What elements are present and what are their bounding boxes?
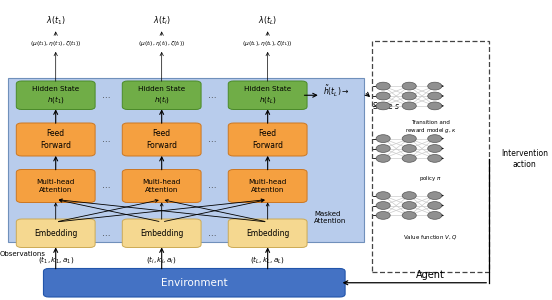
Text: $(\mu(t_i),\eta(t_i),\zeta(t_i))$: $(\mu(t_i),\eta(t_i),\zeta(t_i))$ xyxy=(138,39,185,48)
Text: $(t_L, k_L, a_L)$: $(t_L, k_L, a_L)$ xyxy=(250,254,285,265)
Circle shape xyxy=(376,212,390,219)
Circle shape xyxy=(402,212,416,219)
FancyBboxPatch shape xyxy=(44,268,345,297)
Circle shape xyxy=(428,154,442,162)
FancyBboxPatch shape xyxy=(229,81,307,110)
Text: Hidden State
$h(t_L)$: Hidden State $h(t_L)$ xyxy=(244,85,291,105)
Circle shape xyxy=(376,102,390,110)
Circle shape xyxy=(428,202,442,209)
Text: $\lambda(t_1)$: $\lambda(t_1)$ xyxy=(46,15,66,27)
Text: Feed
Forward: Feed Forward xyxy=(252,129,283,150)
Circle shape xyxy=(428,145,442,152)
Circle shape xyxy=(402,145,416,152)
Text: $\tilde{h}(t_L) \rightarrow$: $\tilde{h}(t_L) \rightarrow$ xyxy=(323,84,349,99)
Circle shape xyxy=(402,135,416,142)
Text: ...: ... xyxy=(208,229,217,238)
Text: ...: ... xyxy=(102,229,111,238)
Circle shape xyxy=(376,202,390,209)
Text: Embedding: Embedding xyxy=(140,229,183,238)
Circle shape xyxy=(376,145,390,152)
Text: ...: ... xyxy=(208,182,217,190)
Text: policy $\pi$: policy $\pi$ xyxy=(419,174,442,183)
Circle shape xyxy=(376,135,390,142)
Text: Multi-head
Attention: Multi-head Attention xyxy=(142,179,181,193)
FancyBboxPatch shape xyxy=(229,169,307,202)
FancyBboxPatch shape xyxy=(17,123,95,156)
Text: Environment: Environment xyxy=(161,278,227,288)
Circle shape xyxy=(428,212,442,219)
Circle shape xyxy=(428,192,442,200)
Circle shape xyxy=(428,82,442,90)
Circle shape xyxy=(402,102,416,110)
Text: Transition and
reward model $g, \kappa$: Transition and reward model $g, \kappa$ xyxy=(405,120,456,135)
Text: $(\mu(t_1),\eta(t_1),\zeta(t_1))$: $(\mu(t_1),\eta(t_1),\zeta(t_1))$ xyxy=(30,39,82,48)
FancyBboxPatch shape xyxy=(123,123,201,156)
Text: $(t_i, k_i, a_i)$: $(t_i, k_i, a_i)$ xyxy=(146,254,177,265)
Circle shape xyxy=(428,92,442,100)
Text: Multi-head
Attention: Multi-head Attention xyxy=(248,179,287,193)
FancyBboxPatch shape xyxy=(123,81,201,110)
Text: Feed
Forward: Feed Forward xyxy=(146,129,177,150)
Text: Embedding: Embedding xyxy=(34,229,77,238)
Text: Intervention
action: Intervention action xyxy=(501,149,548,169)
Text: Masked
Attention: Masked Attention xyxy=(314,211,347,224)
Circle shape xyxy=(376,92,390,100)
Circle shape xyxy=(376,154,390,162)
Text: Agent: Agent xyxy=(416,270,445,280)
Text: ...: ... xyxy=(102,135,111,144)
Circle shape xyxy=(402,192,416,200)
Circle shape xyxy=(376,82,390,90)
Text: State $s$: State $s$ xyxy=(372,100,401,111)
Text: Value function $V, Q$: Value function $V, Q$ xyxy=(404,233,458,241)
Text: Observations: Observations xyxy=(0,250,46,256)
Text: Feed
Forward: Feed Forward xyxy=(40,129,71,150)
Text: Multi-head
Attention: Multi-head Attention xyxy=(36,179,75,193)
Circle shape xyxy=(428,102,442,110)
FancyBboxPatch shape xyxy=(17,169,95,202)
FancyBboxPatch shape xyxy=(8,78,364,242)
FancyBboxPatch shape xyxy=(123,219,201,248)
Circle shape xyxy=(402,82,416,90)
Text: ...: ... xyxy=(208,91,217,100)
Circle shape xyxy=(402,154,416,162)
Text: ...: ... xyxy=(102,91,111,100)
Text: ...: ... xyxy=(102,182,111,190)
FancyBboxPatch shape xyxy=(229,219,307,248)
Circle shape xyxy=(428,135,442,142)
FancyBboxPatch shape xyxy=(17,219,95,248)
Circle shape xyxy=(402,202,416,209)
FancyBboxPatch shape xyxy=(229,123,307,156)
FancyBboxPatch shape xyxy=(17,81,95,110)
Text: Embedding: Embedding xyxy=(246,229,289,238)
FancyBboxPatch shape xyxy=(123,169,201,202)
Text: $(t_1, k_1, a_1)$: $(t_1, k_1, a_1)$ xyxy=(38,254,74,265)
Text: ...: ... xyxy=(208,135,217,144)
Text: $(\mu(t_L),\eta(t_L),\zeta(t_L))$: $(\mu(t_L),\eta(t_L),\zeta(t_L))$ xyxy=(242,39,293,48)
Text: $\lambda(t_L)$: $\lambda(t_L)$ xyxy=(258,15,277,27)
Circle shape xyxy=(376,192,390,200)
Text: Hidden State
$h(t_i)$: Hidden State $h(t_i)$ xyxy=(138,85,185,105)
Circle shape xyxy=(402,92,416,100)
Text: $\lambda(t_i)$: $\lambda(t_i)$ xyxy=(153,15,171,27)
Text: Hidden State
$h(t_1)$: Hidden State $h(t_1)$ xyxy=(32,85,79,105)
